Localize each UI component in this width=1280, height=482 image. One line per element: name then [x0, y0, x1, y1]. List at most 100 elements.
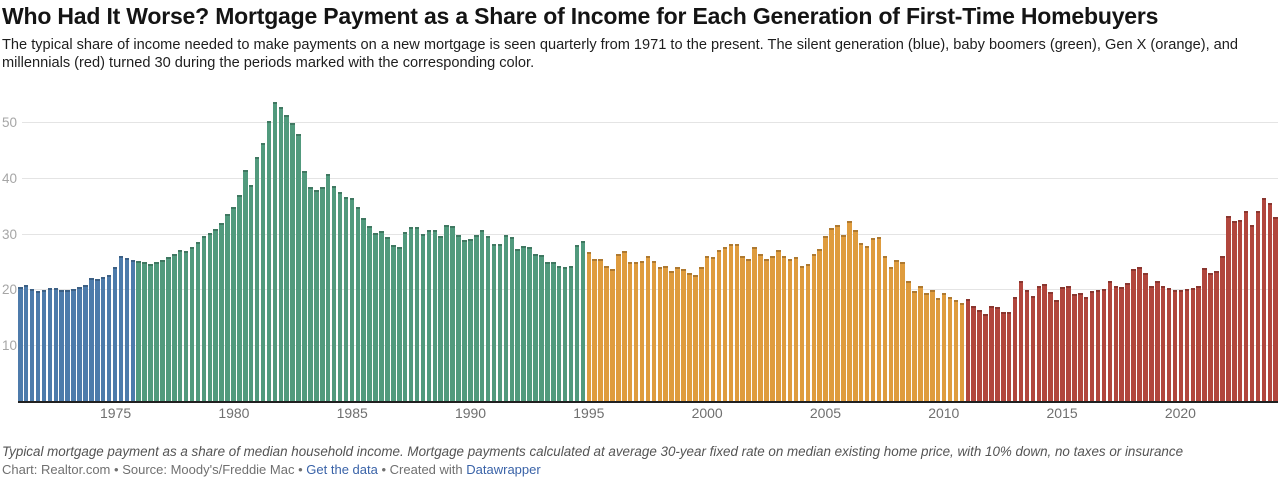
bar[interactable] [716, 250, 722, 402]
bar[interactable] [1042, 284, 1048, 402]
bar[interactable] [154, 261, 159, 402]
bar[interactable] [1249, 225, 1255, 402]
bar[interactable] [391, 245, 396, 402]
bar[interactable] [793, 257, 799, 402]
bar[interactable] [408, 226, 414, 402]
bar[interactable] [1160, 286, 1166, 402]
bar[interactable] [1048, 292, 1053, 402]
bar[interactable] [35, 290, 41, 402]
bar[interactable] [740, 255, 745, 402]
bar[interactable] [722, 247, 728, 402]
bar[interactable] [1231, 221, 1237, 402]
bar[interactable] [787, 259, 793, 402]
bar[interactable] [1137, 267, 1142, 402]
bar[interactable] [1267, 203, 1273, 402]
bar[interactable] [776, 250, 781, 402]
bar[interactable] [462, 240, 467, 402]
bar[interactable] [1131, 269, 1136, 402]
bar[interactable] [817, 249, 822, 402]
bar[interactable] [1202, 268, 1207, 402]
bar[interactable] [1196, 285, 1201, 402]
bar[interactable] [1237, 220, 1243, 402]
bar[interactable] [995, 307, 1000, 402]
bar[interactable] [142, 262, 147, 402]
bar[interactable] [758, 253, 763, 402]
bar[interactable] [1214, 270, 1219, 402]
bar[interactable] [592, 259, 597, 402]
bar[interactable] [965, 299, 971, 402]
bar[interactable] [237, 195, 242, 402]
bar[interactable] [260, 143, 266, 402]
bar[interactable] [604, 266, 609, 402]
bar[interactable] [100, 276, 106, 402]
bar[interactable] [402, 231, 408, 402]
bar[interactable] [397, 247, 402, 402]
bar[interactable] [1095, 290, 1101, 402]
bar[interactable] [124, 258, 130, 402]
bar[interactable] [302, 171, 307, 402]
bar[interactable] [918, 285, 923, 402]
bar[interactable] [545, 262, 550, 402]
bar[interactable] [912, 290, 917, 402]
bar[interactable] [1220, 255, 1225, 402]
bar[interactable] [556, 265, 562, 402]
bar[interactable] [574, 245, 580, 402]
bar[interactable] [1155, 280, 1160, 402]
bar[interactable] [959, 303, 965, 402]
bar[interactable] [770, 255, 775, 402]
bar[interactable] [296, 133, 301, 402]
get-the-data-link[interactable]: Get the data [306, 462, 378, 477]
bar[interactable] [65, 290, 70, 402]
bar[interactable] [663, 265, 669, 402]
bar[interactable] [136, 260, 141, 402]
bar[interactable] [1226, 215, 1231, 402]
bar[interactable] [349, 198, 355, 402]
bar[interactable] [829, 227, 834, 402]
bar[interactable] [1125, 283, 1130, 402]
bar[interactable] [847, 221, 852, 402]
bar[interactable] [106, 275, 112, 402]
bar[interactable] [1012, 296, 1018, 402]
bar[interactable] [687, 273, 692, 402]
bar[interactable] [971, 306, 976, 402]
bar[interactable] [935, 298, 941, 402]
bar[interactable] [1255, 210, 1261, 402]
bar[interactable] [1107, 281, 1113, 402]
bar[interactable] [112, 266, 118, 402]
bar[interactable] [728, 244, 734, 402]
bar[interactable] [633, 262, 639, 402]
bar[interactable] [675, 267, 680, 402]
bar[interactable] [858, 243, 864, 402]
bar[interactable] [71, 288, 76, 402]
bar[interactable] [254, 156, 260, 402]
bar[interactable] [710, 257, 716, 402]
bar[interactable] [361, 217, 366, 402]
bar[interactable] [207, 232, 213, 402]
bar[interactable] [639, 260, 645, 402]
bar[interactable] [1190, 287, 1196, 402]
bar[interactable] [491, 244, 497, 402]
bar[interactable] [272, 101, 278, 402]
bar[interactable] [1030, 295, 1036, 402]
bar[interactable] [278, 106, 284, 402]
bar[interactable] [320, 187, 325, 402]
bar[interactable] [1273, 216, 1278, 402]
bar[interactable] [1072, 293, 1077, 402]
bar[interactable] [47, 288, 53, 402]
bar[interactable] [225, 214, 230, 402]
bar[interactable] [1113, 285, 1119, 402]
bar[interactable] [438, 235, 443, 402]
bar[interactable] [693, 274, 698, 402]
bar[interactable] [1243, 210, 1249, 402]
bar[interactable] [59, 289, 64, 402]
bar[interactable] [610, 269, 615, 402]
bar[interactable] [290, 123, 295, 402]
bar[interactable] [325, 173, 331, 402]
bar[interactable] [870, 237, 876, 402]
bar[interactable] [177, 250, 183, 402]
bar[interactable] [616, 253, 621, 402]
bar[interactable] [1149, 285, 1154, 402]
bar[interactable] [598, 258, 603, 402]
bar[interactable] [1208, 272, 1213, 402]
bar[interactable] [201, 235, 207, 402]
